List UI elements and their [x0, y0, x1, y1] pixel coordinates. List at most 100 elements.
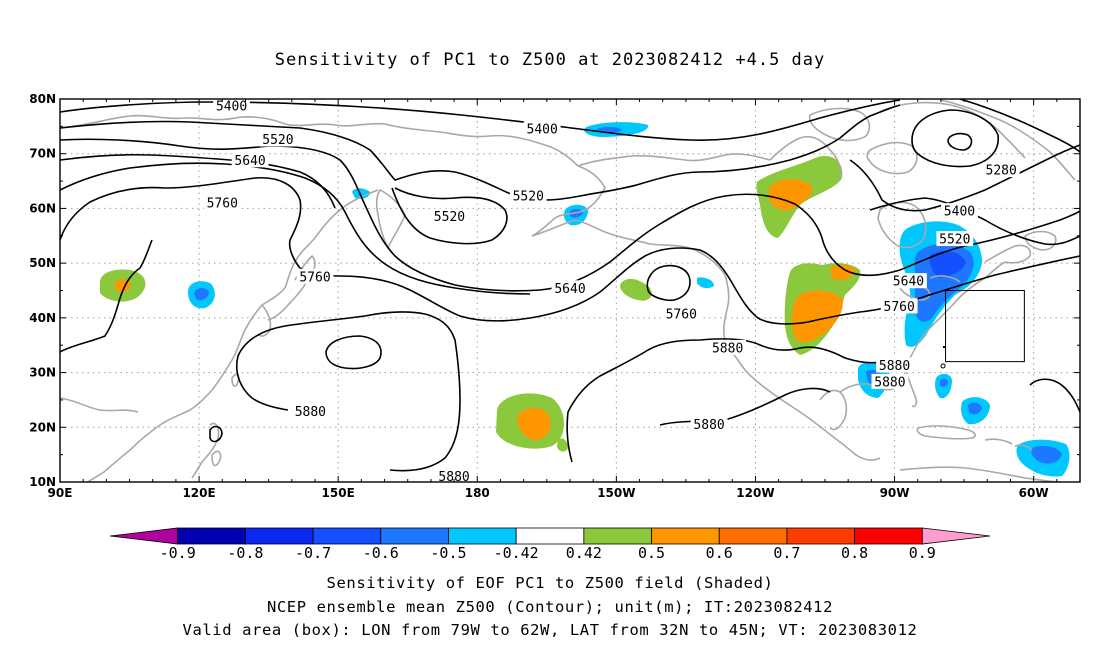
shade-negative — [352, 188, 370, 199]
contour-label-bg — [876, 357, 913, 373]
contour-label: 5520 — [434, 210, 465, 225]
lat-tick-label: 10N — [29, 475, 56, 489]
contour-label-bg — [709, 339, 747, 355]
contour-label-bg — [551, 280, 589, 296]
contour-label: 5520 — [262, 133, 293, 148]
shade-positive-strong — [830, 264, 856, 280]
contour-label: 5280 — [986, 164, 1017, 179]
valid-area-box — [945, 290, 1025, 363]
shade-negative-strong — [194, 287, 209, 301]
contour-label: 5880 — [295, 405, 326, 420]
shade-positive — [557, 438, 568, 452]
caption-line-1: Sensitivity of EOF PC1 to Z500 field (Sh… — [326, 574, 774, 592]
lat-tick-label: 70N — [29, 147, 56, 161]
colorbar-box — [515, 527, 585, 545]
contour-label: 5760 — [299, 270, 330, 285]
colorbar-box — [854, 527, 923, 545]
contour-label-bg — [871, 373, 909, 389]
colorbar-extend-low — [109, 527, 179, 545]
lat-tick-label: 50N — [29, 256, 56, 270]
contour-label: 5760 — [207, 196, 238, 211]
shade-negative — [697, 277, 714, 289]
contour-label: 5400 — [216, 100, 247, 115]
lat-tick-label: 20N — [29, 420, 56, 434]
colorbar-box — [177, 527, 246, 545]
valid-box-marker — [940, 363, 946, 369]
colorbar-box — [651, 527, 720, 545]
colorbar-tick-label: -0.7 — [295, 544, 331, 562]
colorbar-box — [312, 527, 382, 545]
colorbar: -0.9 -0.8 -0.7 -0.6 -0.5 -0.42 0.42 0.5 0.6 0.7 0.… — [109, 527, 991, 562]
contour-label-bg — [231, 152, 269, 168]
shade-negative-strong — [1031, 446, 1062, 464]
shade-negative-strong — [929, 250, 966, 278]
shade-negative-strong — [940, 378, 948, 388]
colorbar-tick-label: 0.7 — [773, 544, 800, 562]
lat-tick-label: 40N — [29, 311, 56, 325]
colorbar-tick-label: 0.8 — [841, 544, 868, 562]
colorbar-box — [583, 527, 652, 545]
contour-label-bg — [435, 468, 473, 482]
contour-label-bg — [523, 121, 561, 137]
map-gridlines — [60, 99, 1080, 482]
contour-label: 5520 — [513, 189, 544, 204]
colorbar-tick-label: 0.5 — [638, 544, 665, 562]
colorbar-tick-label: -0.9 — [160, 544, 196, 562]
lon-tick-label: 180 — [465, 486, 490, 500]
caption-line-2: NCEP ensemble mean Z500 (Contour); unit(… — [266, 598, 834, 616]
contour-label: 5880 — [874, 375, 905, 390]
lon-tick-label: 120E — [182, 486, 215, 500]
colorbar-tick-label: -0.42 — [494, 544, 539, 562]
contour-label: 5640 — [234, 154, 265, 169]
lon-tick-label: 150E — [322, 486, 355, 500]
lon-tick-label: 90W — [880, 486, 910, 500]
contour-label: 5520 — [939, 233, 970, 248]
valid-box-dot — [943, 346, 946, 348]
contour-label-bg — [662, 306, 700, 322]
contour-label: 5400 — [944, 205, 975, 220]
contour-label-bg — [690, 416, 728, 432]
sensitivity-shading — [99, 122, 1070, 477]
contour-label-bg — [291, 403, 329, 419]
colorbar-tick-label: 0.9 — [909, 544, 936, 562]
colorbar-box — [448, 527, 517, 545]
contour-label: 5880 — [712, 341, 743, 356]
colorbar-box — [786, 527, 856, 545]
colorbar-box — [718, 527, 788, 545]
colorbar-tick-label: 0.42 — [566, 544, 602, 562]
lat-tick-label: 60N — [29, 201, 56, 215]
contour-label-bg — [936, 231, 974, 247]
lon-tick-label: 60W — [1019, 486, 1049, 500]
contour-label-bg — [880, 298, 918, 314]
contour-label-bg — [982, 162, 1020, 178]
colorbar-box — [380, 527, 449, 545]
contour-label-bg — [941, 203, 978, 219]
contour-label: 5880 — [693, 418, 724, 433]
colorbar-tick-label: -0.8 — [227, 544, 263, 562]
contour-label: 5880 — [438, 470, 469, 485]
colorbar-tick-label: -0.5 — [430, 544, 466, 562]
contour-label: 5640 — [893, 275, 924, 290]
shade-negative-strong — [968, 402, 982, 415]
shade-positive-strong — [791, 290, 843, 343]
colorbar-tick-label: 0.6 — [706, 544, 733, 562]
contour-label: 5880 — [879, 359, 910, 374]
contour-label-bg — [259, 131, 297, 147]
caption-line-3: Valid area (box): LON from 79W to 62W, L… — [182, 621, 918, 639]
lat-tick-label: 30N — [29, 366, 56, 380]
lon-tick-label: 90E — [48, 486, 73, 500]
colorbar-box — [244, 527, 314, 545]
contour-label-bg — [296, 268, 334, 284]
contour-label-bg — [431, 208, 468, 224]
contour-label-bg — [890, 273, 927, 289]
contour-labels: 5400 5400 5400 5520 5520 5520 5520 5640 5640 5640… — [203, 99, 1020, 485]
contour-label-bg — [509, 187, 547, 203]
shade-positive-strong — [517, 407, 551, 440]
chart-title: Sensitivity of PC1 to Z500 at 2023082412… — [274, 50, 826, 70]
contour-label-bg — [203, 194, 241, 210]
contour-label: 5400 — [527, 123, 558, 138]
contour-label: 5760 — [666, 308, 697, 323]
contour-label-bg — [213, 99, 250, 114]
